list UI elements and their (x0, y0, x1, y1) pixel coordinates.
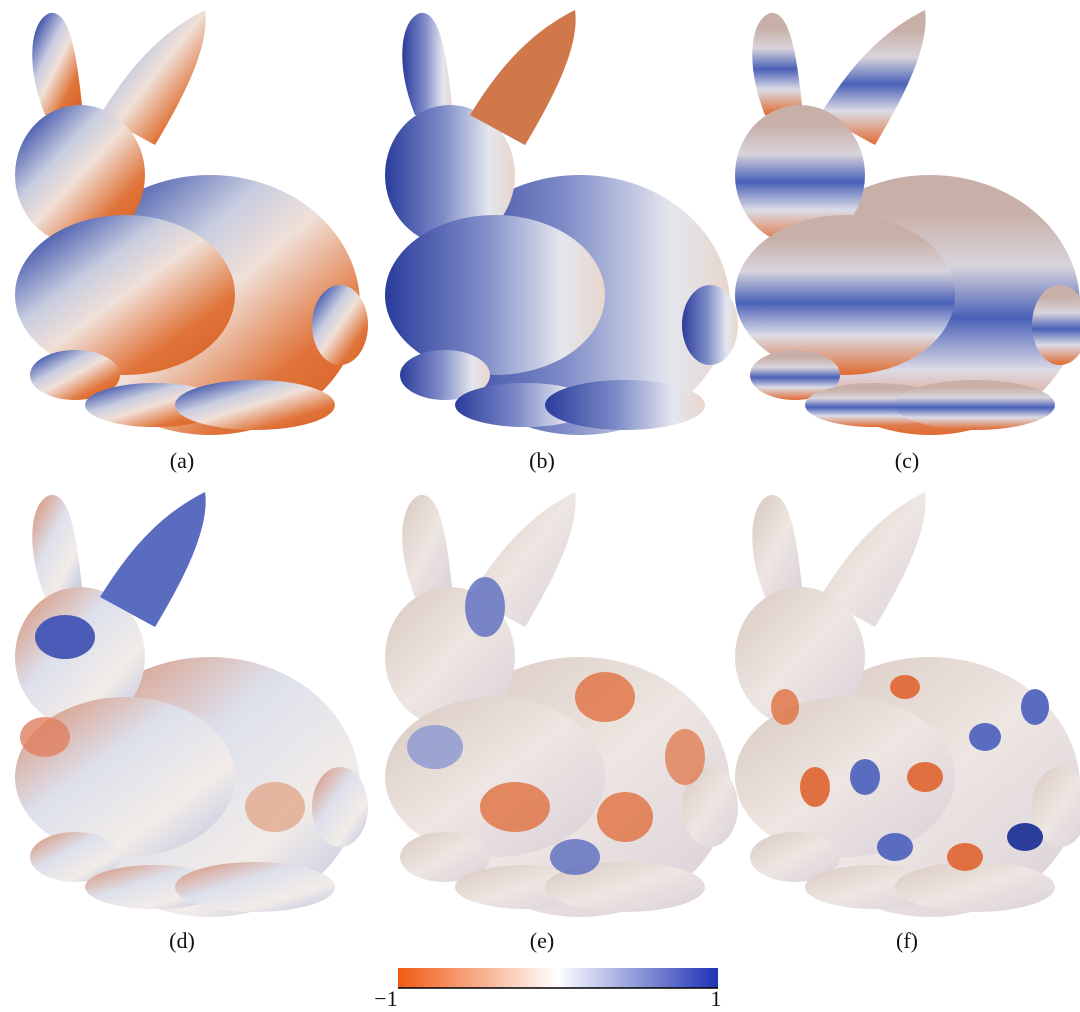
panel-b (385, 10, 738, 435)
panel-label: (e) (530, 928, 554, 953)
panel-label: (c) (895, 448, 919, 473)
panel-label: (b) (529, 448, 555, 473)
colorbar-min: −1 (374, 986, 397, 1011)
figure: (a) (b) (c) (d) (e) (f) −1 1 (0, 0, 1080, 1012)
colorbar-max: 1 (711, 986, 722, 1011)
colorbar (398, 968, 718, 988)
panel-label: (a) (170, 448, 194, 473)
panel-d (15, 492, 368, 917)
panel-f (735, 492, 1080, 917)
panel-e (385, 492, 738, 917)
panel-a (15, 10, 368, 435)
panel-label: (d) (169, 928, 195, 953)
panel-label: (f) (896, 928, 918, 953)
panel-c (735, 10, 1080, 435)
